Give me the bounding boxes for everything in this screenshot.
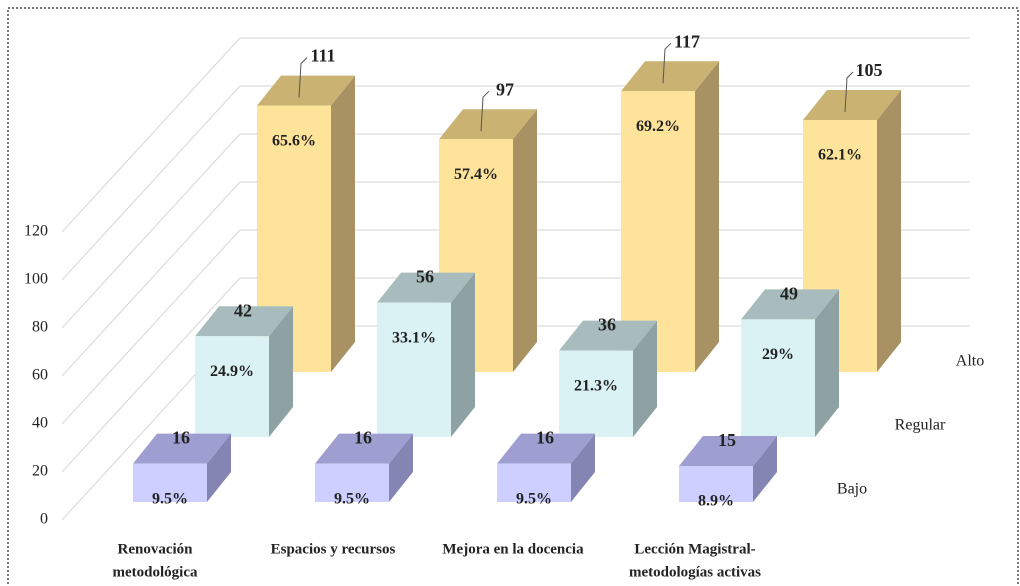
percent-label: 9.5% xyxy=(152,490,188,507)
percent-label: 65.6% xyxy=(272,132,316,149)
leader-line xyxy=(298,57,308,98)
percent-label: 33.1% xyxy=(392,329,436,346)
value-label: 111 xyxy=(310,46,335,66)
bar-top xyxy=(257,75,355,106)
value-label: 36 xyxy=(598,315,616,335)
y-tick-label: 40 xyxy=(32,415,48,432)
percent-label: 9.5% xyxy=(334,490,370,507)
bar-side xyxy=(633,320,657,437)
bar-top xyxy=(621,61,719,92)
bar-side xyxy=(753,436,777,502)
grid-line xyxy=(61,277,970,473)
value-label: 117 xyxy=(674,31,700,51)
bar xyxy=(497,463,571,502)
percent-label: 8.9% xyxy=(698,493,734,510)
series-label: Regular xyxy=(895,417,946,434)
percent-label: 57.4% xyxy=(454,166,498,183)
bar-top xyxy=(559,320,657,351)
x-tick-label: metodologías activas xyxy=(629,564,761,580)
y-tick-label: 100 xyxy=(24,271,48,288)
percent-label: 21.3% xyxy=(574,377,618,394)
bar xyxy=(377,302,451,437)
bar-top xyxy=(377,272,475,303)
value-label: 97 xyxy=(496,79,514,99)
x-tick-label: metodológica xyxy=(113,564,198,580)
bar-top xyxy=(195,306,293,337)
y-tick-label: 120 xyxy=(24,223,48,240)
bar-side xyxy=(389,433,413,502)
bar xyxy=(679,466,753,502)
leader-line xyxy=(844,71,854,113)
x-tick-label: Mejora en la docencia xyxy=(442,541,584,557)
percent-label: 9.5% xyxy=(516,490,552,507)
bar-side xyxy=(877,90,901,372)
y-tick-label: 20 xyxy=(32,463,48,480)
y-tick-label: 60 xyxy=(32,367,48,384)
frame xyxy=(7,7,1019,586)
bar-top xyxy=(315,433,413,464)
bar-top xyxy=(497,433,595,464)
value-label: 105 xyxy=(856,60,883,80)
x-tick-label: Renovación xyxy=(118,541,194,557)
bar-side xyxy=(571,433,595,502)
grid-line xyxy=(61,181,970,377)
bar xyxy=(133,463,207,502)
bar xyxy=(315,463,389,502)
value-label: 42 xyxy=(234,300,252,320)
bar-side xyxy=(815,289,839,437)
value-label: 16 xyxy=(354,428,372,448)
bar-top xyxy=(741,289,839,320)
value-label: 16 xyxy=(536,428,554,448)
bar-top xyxy=(439,109,537,140)
bar-top xyxy=(803,90,901,120)
x-tick-label: Lección Magistral- xyxy=(634,541,755,557)
bar-top xyxy=(133,433,231,464)
bar-side xyxy=(207,433,231,502)
bar-side xyxy=(451,272,475,437)
bar xyxy=(559,350,633,437)
bar xyxy=(741,319,815,437)
bar xyxy=(195,336,269,437)
value-label: 16 xyxy=(172,428,190,448)
bar-side xyxy=(513,109,537,372)
value-label: 15 xyxy=(718,430,736,450)
y-tick-label: 80 xyxy=(32,319,48,336)
leader-line xyxy=(662,42,672,84)
grid-line xyxy=(61,37,970,233)
percent-label: 24.9% xyxy=(210,363,254,380)
percent-label: 69.2% xyxy=(636,118,680,135)
grid-line xyxy=(61,85,970,281)
value-label: 56 xyxy=(416,267,434,287)
bar-side xyxy=(269,306,293,437)
value-label: 49 xyxy=(780,284,798,304)
y-tick-label: 0 xyxy=(40,511,48,528)
x-tick-label: Espacios y recursos xyxy=(271,541,396,557)
percent-label: 29% xyxy=(762,346,794,363)
grid-line xyxy=(61,133,970,329)
bar-side xyxy=(695,61,719,372)
leader-line xyxy=(480,90,490,132)
series-label: Alto xyxy=(956,353,984,370)
grid-line xyxy=(61,229,970,425)
percent-label: 62.1% xyxy=(818,147,862,164)
bar-side xyxy=(331,75,355,372)
bar-top xyxy=(679,436,777,466)
series-label: Bajo xyxy=(837,481,867,498)
